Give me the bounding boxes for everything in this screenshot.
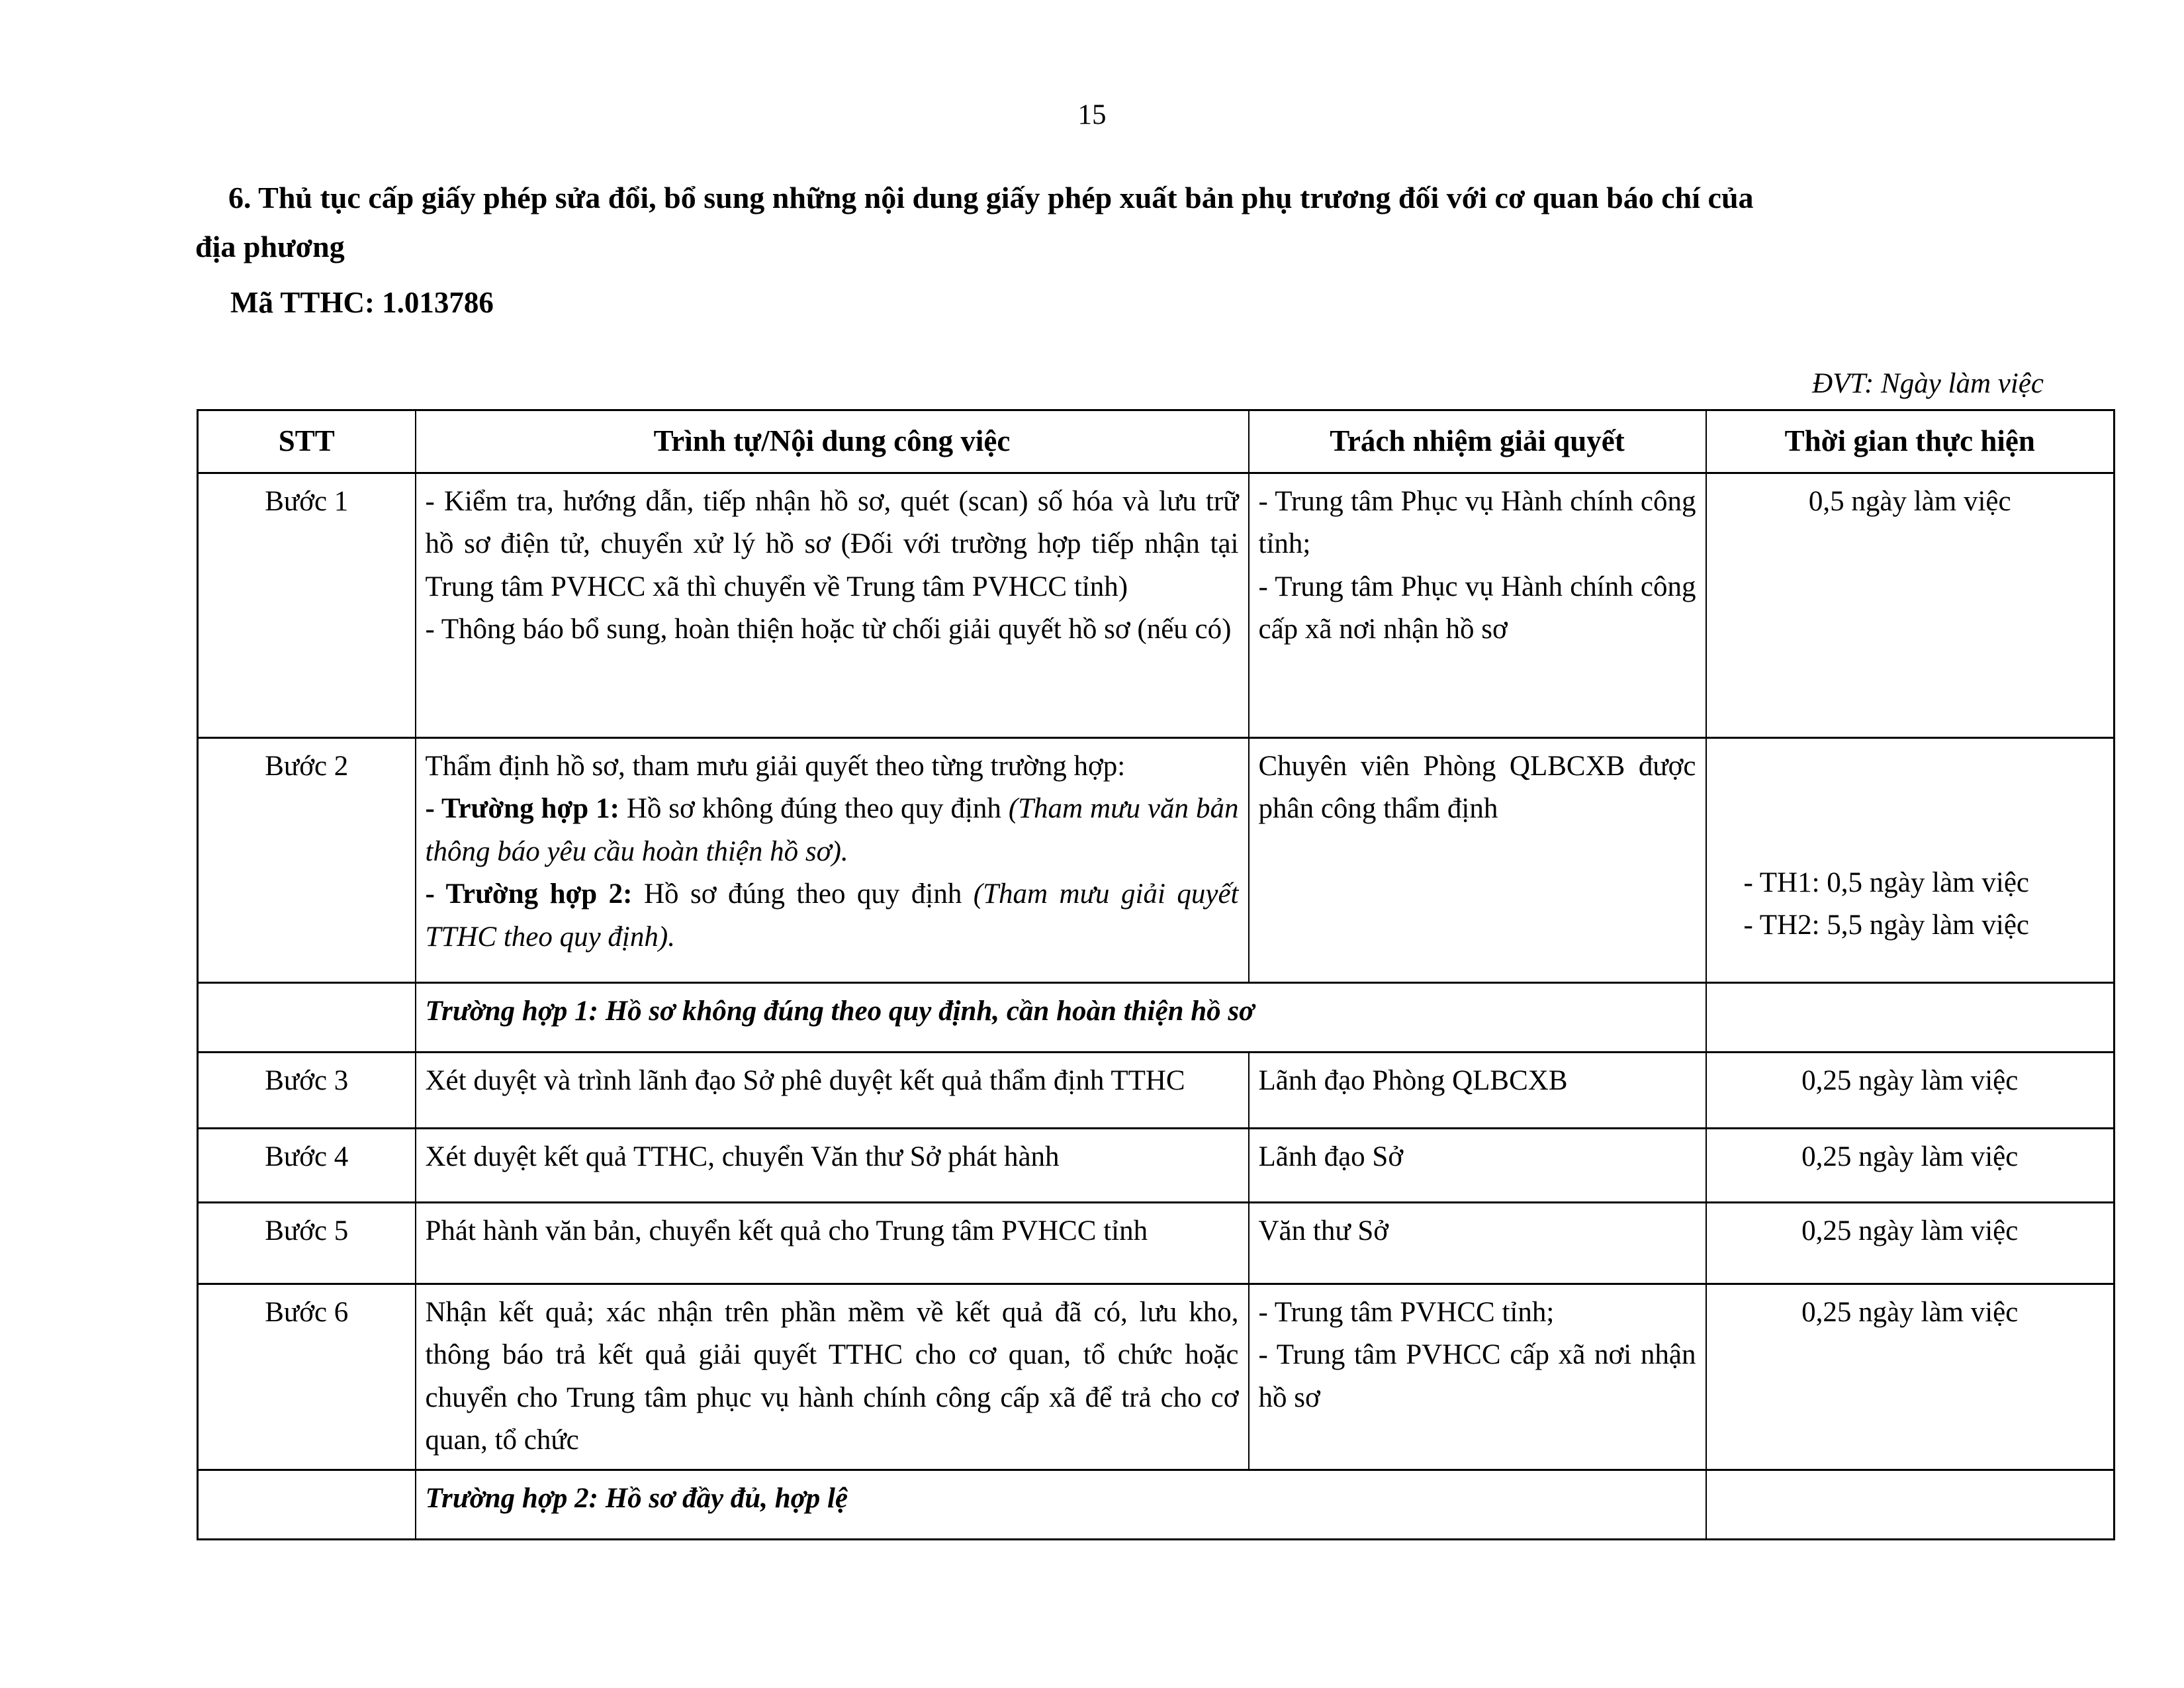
step2-case2-label: - Trường hợp 2: [425, 878, 633, 910]
step5-label: Bước 5 [197, 1201, 416, 1285]
step3-content: Xét duyệt và trình lãnh đạo Sở phê duyệt… [414, 1051, 1250, 1129]
banner1-empty-duration [1705, 981, 2115, 1053]
step3-duration: 0,25 ngày làm việc [1705, 1051, 2115, 1129]
table-row-case-banner-2: Trường hợp 2: Hồ sơ đầy đủ, hợp lệ [197, 1468, 2115, 1540]
banner1-empty-stt [197, 981, 416, 1053]
page-number: 15 [1077, 99, 1107, 130]
header-responsible: Trách nhiệm giải quyết [1248, 408, 1707, 474]
step6-duration: 0,25 ngày làm việc [1705, 1282, 2115, 1471]
step3-label: Bước 3 [197, 1051, 416, 1129]
table-row-case-banner-1: Trường hợp 1: Hồ sơ không đúng theo quy … [197, 981, 2115, 1053]
step2-label: Bước 2 [197, 736, 416, 984]
step3-responsible: Lãnh đạo Phòng QLBCXB [1248, 1051, 1707, 1129]
banner2-empty-duration [1705, 1468, 2115, 1540]
header-duration: Thời gian thực hiện [1705, 408, 2115, 474]
document-title: 6. Thủ tục cấp giấy phép sửa đổi, bổ sun… [195, 180, 1754, 264]
step1-content: - Kiểm tra, hướng dẫn, tiếp nhận hồ sơ, … [414, 471, 1250, 739]
table-header-row: STT Trình tự/Nội dung công việc Trách nh… [197, 408, 2115, 474]
step1-label: Bước 1 [197, 471, 416, 739]
table-row-step-4: Bước 4 Xét duyệt kết quả TTHC, chuyển Vă… [197, 1127, 2115, 1203]
step4-content: Xét duyệt kết quả TTHC, chuyển Văn thư S… [414, 1127, 1250, 1203]
case-banner-1: Trường hợp 1: Hồ sơ không đúng theo quy … [414, 981, 1707, 1053]
step5-content: Phát hành văn bản, chuyển kết quả cho Tr… [414, 1201, 1250, 1285]
step2-responsible: Chuyên viên Phòng QLBCXB được phân công … [1248, 736, 1707, 984]
step2-case1-label: - Trường hợp 1: [425, 793, 619, 825]
step5-responsible: Văn thư Sở [1248, 1201, 1707, 1285]
step4-responsible: Lãnh đạo Sở [1248, 1127, 1707, 1203]
step1-responsible: - Trung tâm Phục vụ Hành chính công tỉnh… [1248, 471, 1707, 739]
step6-content: Nhận kết quả; xác nhận trên phần mềm về … [414, 1282, 1250, 1471]
step2-intro: Thẩm định hồ sơ, tham mưu giải quyết the… [425, 750, 1126, 782]
step6-label: Bước 6 [197, 1282, 416, 1471]
step2-case-2: - Trường hợp 2: Hồ sơ đúng theo quy định… [426, 873, 1239, 959]
step2-case1-text: Hồ sơ không đúng theo quy định [619, 793, 1009, 825]
header-stt: STT [197, 408, 416, 474]
table-row-step-2: Bước 2 Thẩm định hồ sơ, tham mưu giải qu… [197, 736, 2115, 984]
step2-case2-note: (Tham mưu giải quyết TTHC theo quy định)… [425, 878, 1239, 953]
case-banner-2: Trường hợp 2: Hồ sơ đầy đủ, hợp lệ [414, 1468, 1707, 1540]
step2-content: Thẩm định hồ sơ, tham mưu giải quyết the… [414, 736, 1250, 984]
step4-label: Bước 4 [197, 1127, 416, 1203]
step6-responsible: - Trung tâm PVHCC tỉnh; - Trung tâm PVHC… [1248, 1282, 1707, 1471]
step1-duration: 0,5 ngày làm việc [1705, 471, 2115, 739]
step2-case1-note: (Tham mưu văn bản thông báo yêu cầu hoàn… [425, 793, 1239, 867]
table-row-step-5: Bước 5 Phát hành văn bản, chuyển kết quả… [197, 1201, 2115, 1285]
unit-note: ĐVT: Ngày làm việc [1812, 367, 2044, 399]
step2-duration: - TH1: 0,5 ngày làm việc - TH2: 5,5 ngày… [1705, 736, 2115, 984]
table-row-step-1: Bước 1 - Kiểm tra, hướng dẫn, tiếp nhận … [197, 471, 2115, 739]
step5-duration: 0,25 ngày làm việc [1705, 1201, 2115, 1285]
step2-case-1: - Trường hợp 1: Hồ sơ không đúng theo qu… [426, 788, 1239, 873]
procedure-table: STT Trình tự/Nội dung công việc Trách nh… [197, 408, 2115, 1540]
header-content: Trình tự/Nội dung công việc [414, 408, 1250, 474]
table-row-step-6: Bước 6 Nhận kết quả; xác nhận trên phần … [197, 1282, 2115, 1471]
procedure-code: Mã TTHC: 1.013786 [230, 285, 494, 319]
step2-case2-text: Hồ sơ đúng theo quy định [632, 878, 974, 910]
table-row-step-3: Bước 3 Xét duyệt và trình lãnh đạo Sở ph… [197, 1051, 2115, 1129]
banner2-empty-stt [197, 1468, 416, 1540]
step4-duration: 0,25 ngày làm việc [1705, 1127, 2115, 1203]
